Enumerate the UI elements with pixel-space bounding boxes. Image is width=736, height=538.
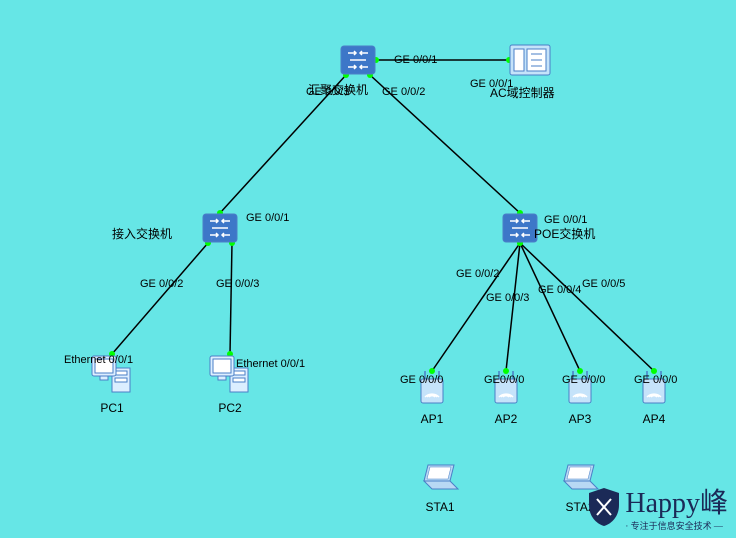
node-sta1: STA1: [420, 463, 460, 514]
port-label: GE 0/0/3: [306, 86, 349, 98]
port-label: GE 0/0/1: [470, 78, 513, 90]
port-label: GE 0/0/2: [456, 268, 499, 280]
node-label: STA1: [420, 500, 460, 514]
node-aggSwitch: 汇聚交换机: [340, 45, 376, 80]
switch-icon: [340, 45, 376, 80]
port-label: Ethernet 0/0/1: [236, 358, 305, 370]
port-label: GE 0/0/0: [400, 374, 443, 386]
shield-icon: [587, 487, 621, 527]
switch-icon: [202, 213, 238, 248]
port-label: GE 0/0/5: [582, 278, 625, 290]
port-label: GE 0/0/1: [394, 54, 437, 66]
node-label: PC1: [90, 401, 134, 415]
node-accSwitch: 接入交换机: [202, 213, 238, 248]
node-poeSwitch: POE交换机: [502, 213, 538, 248]
port-label: GE 0/0/3: [486, 292, 529, 304]
node-label: AP2: [491, 412, 521, 426]
ac-icon: [509, 44, 551, 81]
port-label: GE 0/0/4: [538, 284, 581, 296]
port-label: Ethernet 0/0/1: [64, 354, 133, 366]
node-label: POE交换机: [534, 225, 595, 242]
port-label: GE 0/0/0: [562, 374, 605, 386]
port-label: GE 0/0/2: [140, 278, 183, 290]
node-label: AP4: [639, 412, 669, 426]
node-label: AP3: [565, 412, 595, 426]
switch-icon: [502, 213, 538, 248]
laptop-icon: [420, 463, 460, 498]
port-label: GE 0/0/1: [544, 214, 587, 226]
node-label: 接入交换机: [112, 225, 172, 242]
watermark: Happy峰 · 专注于信息安全技术 —: [587, 481, 728, 532]
watermark-text: Happy峰: [625, 488, 728, 519]
node-label: PC2: [208, 401, 252, 415]
port-label: GE 0/0/3: [216, 278, 259, 290]
diagram-canvas: 汇聚交换机 AC域控制器 接入交换机 POE交换机 PC1: [0, 0, 736, 538]
node-ac: AC域控制器: [509, 44, 551, 81]
port-label: GE 0/0/0: [634, 374, 677, 386]
watermark-sub: · 专注于信息安全技术 —: [625, 519, 728, 532]
port-label: GE 0/0/2: [382, 86, 425, 98]
node-label: AP1: [417, 412, 447, 426]
port-label: GE0/0/0: [484, 374, 524, 386]
port-label: GE 0/0/1: [246, 212, 289, 224]
